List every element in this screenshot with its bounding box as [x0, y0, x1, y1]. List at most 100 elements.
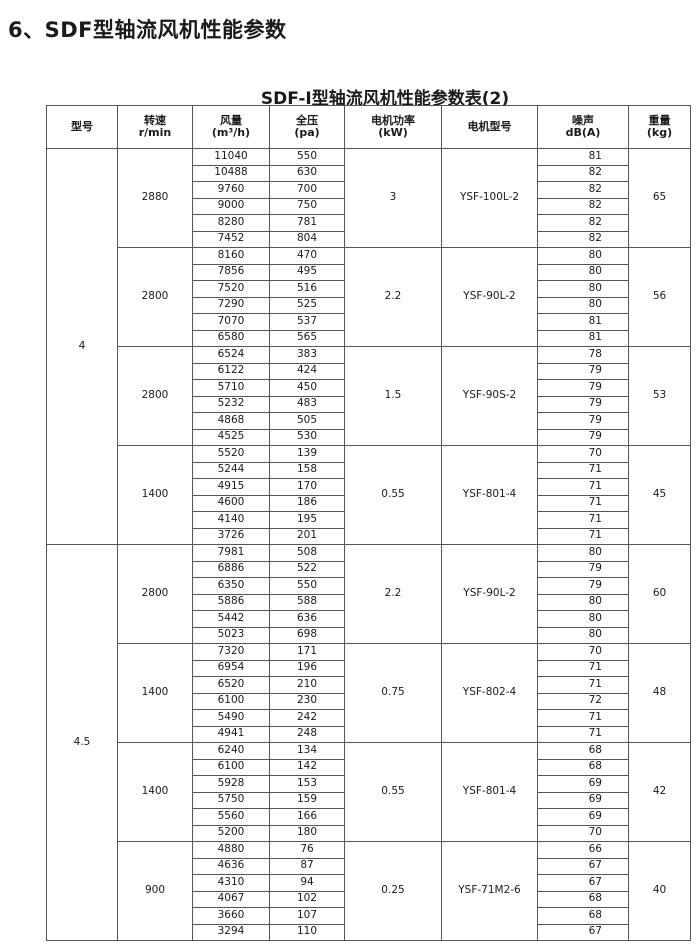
airflow-cell: 3294 — [192, 923, 270, 941]
table-row: 6886 522 79 — [47, 560, 691, 578]
pressure-cell: 424 — [269, 362, 345, 380]
pressure-cell: 700 — [269, 181, 345, 199]
table-row: 6520 210 71 — [47, 676, 691, 694]
table-row: 7856 495 80 — [47, 263, 691, 281]
weight-cell: 42 — [628, 742, 691, 842]
noise-cell: 82 — [537, 214, 629, 232]
table-row: 6580 565 81 — [47, 329, 691, 347]
header-unit: (m³/h) — [211, 126, 251, 139]
airflow-cell: 5560 — [192, 808, 270, 826]
table-row: 5490 242 71 — [47, 709, 691, 727]
noise-cell: 81 — [537, 148, 629, 166]
pressure-cell: 87 — [269, 857, 345, 875]
pressure-cell: 522 — [269, 560, 345, 578]
noise-cell: 71 — [537, 676, 629, 694]
weight-cell: 53 — [628, 346, 691, 446]
noise-cell: 68 — [537, 907, 629, 925]
airflow-cell: 5750 — [192, 791, 270, 809]
airflow-cell: 6886 — [192, 560, 270, 578]
noise-cell: 79 — [537, 560, 629, 578]
pressure-cell: 505 — [269, 412, 345, 430]
table-row: 900 4880 76 0.25 YSF-71M2-6 66 40 — [47, 841, 691, 941]
airflow-cell: 6100 — [192, 758, 270, 776]
pressure-cell: 195 — [269, 511, 345, 529]
header-row: 型号 转速 r/min 风量 (m³/h) 全压 (pa) 电机功率 (kW) 电机型号 噪声 dB(… — [46, 105, 691, 149]
table-row: 1400 6240 134 0.55 YSF-801-4 68 42 — [47, 742, 691, 842]
noise-cell: 78 — [537, 346, 629, 364]
header-unit: r/min — [138, 126, 172, 139]
noise-cell: 79 — [537, 379, 629, 397]
table-title: SDF-I型轴流风机性能参数表(2) — [260, 89, 510, 109]
noise-cell: 80 — [537, 626, 629, 644]
airflow-cell: 9760 — [192, 181, 270, 199]
table-row: 4941 248 71 — [47, 725, 691, 743]
airflow-cell: 9000 — [192, 197, 270, 215]
header-unit: (kg) — [646, 126, 673, 139]
header-label: 重量 — [648, 113, 671, 127]
pressure-cell: 242 — [269, 709, 345, 727]
motor-power-cell: 0.55 — [344, 742, 442, 842]
pressure-cell: 588 — [269, 593, 345, 611]
model-cell: 4 — [46, 148, 118, 545]
airflow-cell: 6520 — [192, 676, 270, 694]
airflow-cell: 7070 — [192, 313, 270, 331]
table-body: 4 2880 11040 550 3 YSF-100L-2 81 65 10488 630 82 97… — [46, 148, 691, 941]
pressure-cell: 170 — [269, 478, 345, 496]
motor-power-cell: 1.5 — [344, 346, 442, 446]
table-row: 4868 505 79 — [47, 412, 691, 430]
airflow-cell: 4880 — [192, 841, 270, 859]
airflow-cell: 7981 — [192, 544, 270, 562]
airflow-cell: 5710 — [192, 379, 270, 397]
table-row: 1400 5520 139 0.55 YSF-801-4 70 45 — [47, 445, 691, 545]
noise-cell: 79 — [537, 577, 629, 595]
noise-cell: 69 — [537, 775, 629, 793]
motor-power-cell: 3 — [344, 148, 442, 248]
column-header-noise: 噪声 dB(A) — [537, 105, 629, 149]
noise-cell: 68 — [537, 742, 629, 760]
airflow-cell: 10488 — [192, 164, 270, 182]
noise-cell: 82 — [537, 164, 629, 182]
table-row: 7070 537 81 — [47, 313, 691, 331]
table-row: 4.5 2800 7981 508 2.2 YSF-90L-2 80 60 — [46, 544, 691, 941]
noise-cell: 82 — [537, 197, 629, 215]
noise-cell: 80 — [537, 296, 629, 314]
speed-cell: 2800 — [117, 346, 193, 446]
motor-power-cell: 2.2 — [344, 544, 442, 644]
noise-cell: 81 — [537, 329, 629, 347]
airflow-cell: 8160 — [192, 247, 270, 265]
pressure-cell: 537 — [269, 313, 345, 331]
header-label: 噪声 — [572, 113, 594, 127]
motor-model-cell: YSF-90L-2 — [441, 247, 538, 347]
noise-cell: 71 — [537, 461, 629, 479]
pressure-cell: 781 — [269, 214, 345, 232]
speed-cell: 1400 — [117, 445, 193, 545]
weight-cell: 48 — [628, 643, 691, 743]
table-row: 4636 87 67 — [47, 857, 691, 875]
airflow-cell: 5490 — [192, 709, 270, 727]
table-row: 4600 186 71 — [47, 494, 691, 512]
noise-cell: 67 — [537, 857, 629, 875]
airflow-cell: 3726 — [192, 527, 270, 545]
pressure-cell: 196 — [269, 659, 345, 677]
column-header-speed: 转速 r/min — [117, 105, 193, 149]
airflow-cell: 7290 — [192, 296, 270, 314]
pressure-cell: 698 — [269, 626, 345, 644]
airflow-cell: 6350 — [192, 577, 270, 595]
airflow-cell: 5023 — [192, 626, 270, 644]
airflow-cell: 5200 — [192, 824, 270, 842]
table-row: 8280 781 82 — [47, 214, 691, 232]
noise-cell: 69 — [537, 791, 629, 809]
section-title: 6、SDF型轴流风机性能参数 — [8, 18, 287, 42]
table-row: 9000 750 82 — [47, 197, 691, 215]
pressure-cell: 171 — [269, 643, 345, 661]
header-label: 型号 — [71, 119, 93, 133]
airflow-cell: 4067 — [192, 890, 270, 908]
speed-cell: 1400 — [117, 742, 193, 842]
airflow-cell: 4525 — [192, 428, 270, 446]
airflow-cell: 6122 — [192, 362, 270, 380]
pressure-cell: 94 — [269, 874, 345, 892]
table-row: 3726 201 71 — [47, 527, 691, 545]
model-cell: 4.5 — [46, 544, 118, 941]
pressure-cell: 516 — [269, 280, 345, 298]
noise-cell: 70 — [537, 445, 629, 463]
